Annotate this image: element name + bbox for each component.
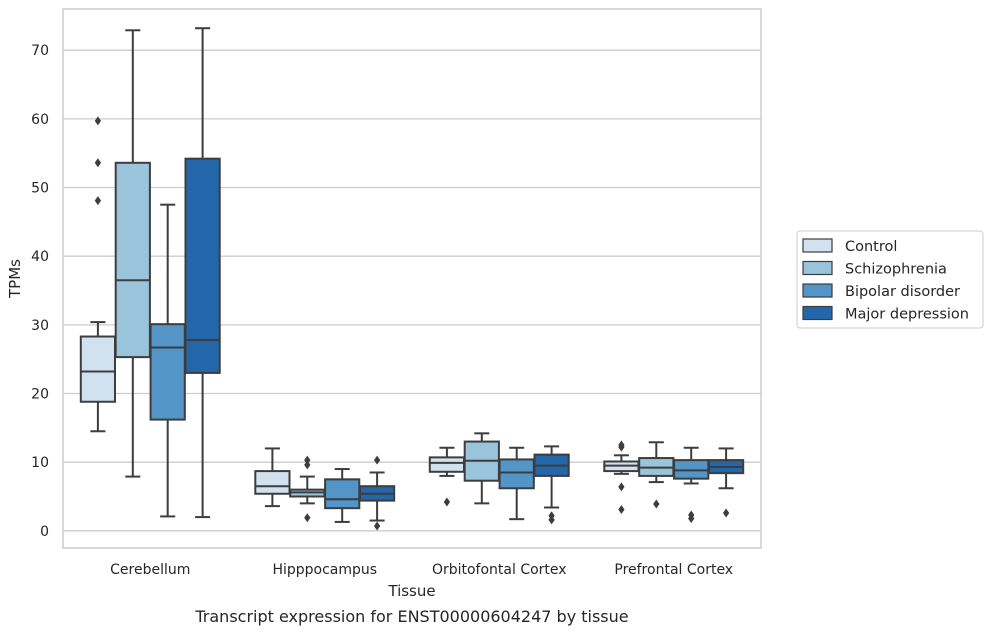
y-tick-label: 0 [40, 524, 49, 540]
box [673, 459, 710, 480]
outlier-point [722, 508, 730, 518]
outlier-point [618, 482, 625, 492]
box-group [149, 203, 186, 518]
outlier-point [373, 455, 381, 465]
box [184, 157, 221, 374]
legend-swatch [802, 283, 833, 298]
box-group [184, 27, 221, 519]
legend-label: Control [845, 239, 897, 255]
legend-label: Bipolar disorder [845, 284, 960, 300]
x-tick-labels: Cerebellum Hipppocampus Orbitofontal Corte… [110, 562, 733, 578]
box [324, 478, 361, 510]
x-tick-label: Prefrontal Cortex [614, 562, 733, 578]
box-group [533, 445, 570, 525]
box [149, 323, 186, 421]
y-tick-label: 50 [31, 181, 49, 197]
box-group [79, 116, 117, 433]
y-tick-label: 20 [31, 387, 49, 403]
chart-caption: Transcript expression for ENST0000060424… [194, 607, 628, 626]
plot-frame [62, 8, 762, 549]
box-group [707, 447, 745, 518]
box-group [324, 468, 361, 523]
box-group [638, 441, 675, 509]
box-group [289, 455, 326, 523]
outlier-point [94, 158, 102, 168]
outlier-point [304, 455, 311, 465]
outlier-point [618, 440, 625, 450]
outlier-point [618, 505, 625, 515]
y-tick-label: 60 [31, 112, 49, 128]
outlier-point [304, 513, 311, 523]
y-tick-label: 40 [31, 249, 49, 265]
y-tick-label: 10 [31, 455, 49, 471]
legend-swatch [802, 260, 833, 276]
box-group [358, 455, 396, 531]
outlier-point [653, 499, 660, 509]
x-tick-label: Hipppocampus [272, 562, 377, 578]
legend-label: Major depression [845, 307, 969, 323]
outlier-point [688, 510, 695, 520]
y-tick-label: 30 [31, 318, 49, 334]
box-group [428, 446, 466, 507]
x-axis-title: Tissue [387, 582, 435, 600]
legend-frame [796, 230, 984, 329]
outlier-point [304, 460, 311, 470]
box [114, 161, 151, 359]
box-group [498, 446, 535, 521]
box-plots [79, 27, 745, 531]
box-group [673, 446, 710, 523]
box [254, 470, 291, 495]
legend-label: Schizophrenia [845, 262, 947, 278]
box-group [114, 29, 151, 478]
box-group [603, 440, 640, 515]
box-group [254, 447, 291, 508]
outlier-point [373, 521, 381, 531]
x-tick-label: Cerebellum [110, 562, 190, 578]
y-tick-labels: 0 10 20 30 40 50 60 70 [31, 43, 49, 540]
box [498, 458, 535, 490]
outlier-point [94, 196, 102, 206]
legend-swatch [802, 305, 833, 321]
box-group [463, 432, 500, 505]
outlier-point [443, 497, 451, 507]
outlier-point [94, 116, 102, 126]
outlier-point [548, 511, 555, 521]
y-axis-title: TPMs [6, 259, 24, 299]
box [79, 335, 117, 403]
x-tick-label: Orbitofontal Cortex [432, 562, 567, 578]
legend-swatch [802, 238, 833, 253]
box [428, 456, 466, 473]
legend: Control Schizophrenia Bipolar disorder Majo… [796, 230, 984, 329]
y-tick-label: 70 [31, 43, 49, 59]
